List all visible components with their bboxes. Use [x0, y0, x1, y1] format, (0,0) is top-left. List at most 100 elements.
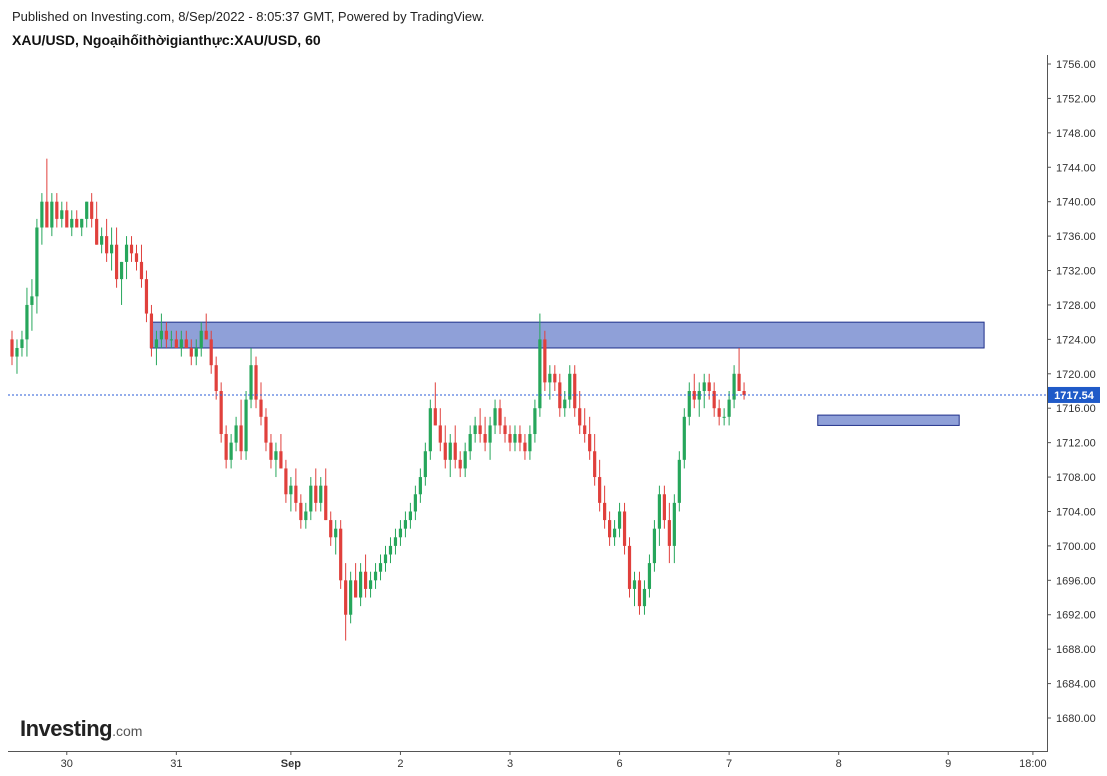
published-note: Published on Investing.com, 8/Sep/2022 -… — [12, 9, 485, 24]
y-tick-label: 1728.00 — [1056, 300, 1096, 312]
candle-body — [70, 218, 74, 228]
y-tick-label: 1724.00 — [1056, 334, 1096, 346]
candle-body — [25, 304, 29, 340]
candle-body — [383, 554, 388, 564]
candle-body — [727, 399, 731, 417]
y-tick-label: 1680.00 — [1056, 713, 1096, 725]
candle-body — [324, 485, 328, 521]
candle-body — [478, 425, 482, 435]
candle-body — [428, 408, 432, 452]
candle-body — [85, 201, 89, 219]
candle-body — [149, 313, 154, 348]
candle-body — [423, 451, 427, 478]
candle-body — [523, 442, 527, 452]
candle-body — [15, 347, 19, 357]
candle-body — [403, 520, 408, 529]
candle-body — [304, 511, 308, 521]
candle-body — [359, 571, 363, 598]
candle-body — [239, 425, 243, 452]
candle-body — [617, 511, 622, 529]
candle-body — [224, 434, 228, 460]
candle-body — [110, 244, 114, 254]
candle-body — [662, 494, 666, 521]
investing-logo: Investing.com — [20, 716, 143, 741]
zone-support[interactable] — [817, 414, 960, 426]
candle-body — [722, 416, 726, 418]
candle-body — [264, 416, 268, 443]
candle-body — [657, 494, 661, 529]
candle-body — [284, 468, 288, 495]
candle-body — [349, 580, 353, 615]
last-price-label-bg — [1048, 386, 1100, 403]
candle-body — [214, 365, 218, 391]
candle-body — [742, 391, 746, 395]
x-tick-label: 30 — [61, 758, 73, 770]
y-tick-label: 1752.00 — [1056, 93, 1096, 105]
zone-resistance[interactable] — [149, 321, 985, 349]
candle-body — [702, 382, 706, 391]
candle-body — [672, 502, 676, 546]
candle-body — [443, 442, 447, 460]
x-tick-label: 8 — [836, 758, 842, 770]
x-tick-label: 9 — [945, 758, 951, 770]
candle-body — [144, 279, 149, 314]
candle-body — [508, 434, 512, 443]
candle-body — [533, 408, 537, 435]
candle-body — [194, 347, 198, 357]
candle-body — [154, 339, 159, 348]
candle-body — [55, 201, 59, 219]
candle-body — [90, 201, 94, 219]
candle-body — [493, 408, 497, 426]
candle-body — [598, 477, 602, 503]
y-tick-label: 1688.00 — [1056, 644, 1096, 656]
candle-body — [184, 339, 188, 348]
candle-body — [463, 451, 467, 469]
y-tick-label: 1732.00 — [1056, 266, 1096, 278]
candle-body — [398, 528, 403, 538]
y-tick-label: 1704.00 — [1056, 506, 1096, 518]
candle-body — [80, 218, 84, 228]
candle-body — [393, 537, 398, 546]
candle-body — [189, 347, 193, 357]
candle-body — [712, 391, 716, 409]
candle-body — [40, 201, 44, 228]
candle-body — [558, 382, 562, 409]
candle-body — [259, 399, 263, 417]
candle-body — [169, 339, 173, 341]
candle-body — [354, 580, 358, 598]
x-tick-label: 6 — [616, 758, 622, 770]
candle-body — [378, 563, 383, 572]
candle-body — [373, 571, 378, 581]
candle-body — [652, 528, 657, 564]
candle-body — [667, 520, 671, 546]
y-tick-label: 1708.00 — [1056, 472, 1096, 484]
candle-body — [563, 399, 567, 409]
candle-body — [637, 580, 642, 607]
candle-body — [473, 425, 477, 435]
candle-body — [488, 425, 492, 443]
y-tick-label: 1700.00 — [1056, 541, 1096, 553]
candle-body — [174, 339, 178, 348]
candle-body — [229, 442, 233, 460]
candle-body — [294, 485, 298, 503]
candle-body — [319, 485, 323, 503]
candle-body — [65, 210, 69, 228]
candle-body — [458, 459, 462, 469]
candle-body — [632, 580, 637, 589]
candle-body — [622, 511, 627, 546]
candle-body — [593, 451, 597, 478]
candle-body — [279, 451, 283, 469]
candle-body — [314, 485, 318, 503]
candle-body — [578, 408, 582, 426]
y-tick-label: 1716.00 — [1056, 403, 1096, 415]
symbol-title: XAU/USD, Ngoạihốithờigianthực:XAU/USD, 6… — [12, 32, 321, 48]
candle-body — [588, 434, 592, 452]
zones-layer — [149, 321, 985, 426]
candle-body — [60, 210, 64, 219]
candle-body — [642, 588, 647, 607]
candle-body — [20, 339, 24, 348]
candle-body — [737, 373, 741, 391]
candles-layer — [10, 158, 746, 641]
candle-body — [50, 201, 54, 228]
